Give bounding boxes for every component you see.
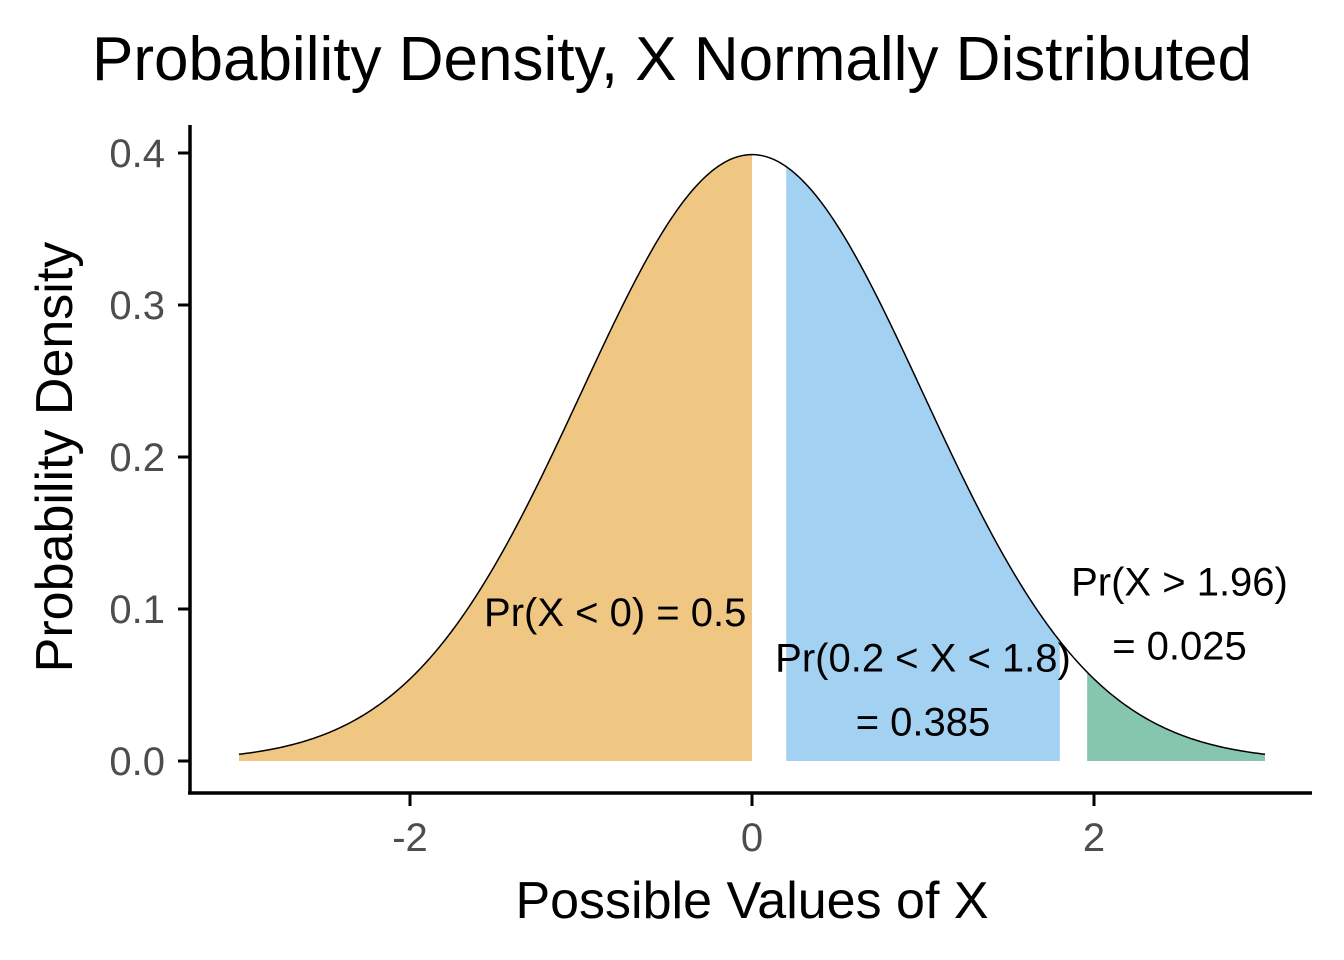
shaded-region-2: [786, 166, 1060, 761]
density-curve: [238, 153, 1266, 756]
x-tick-label: 0: [741, 816, 763, 860]
annotation-3-line-2: = 0.025: [1112, 624, 1247, 668]
y-tick-label: 0.1: [109, 588, 165, 632]
x-axis-ticks: -2 0 2: [392, 793, 1105, 860]
annotation-3-line-1: Pr(X > 1.96): [1071, 561, 1288, 605]
shaded-regions: [239, 154, 1265, 762]
x-tick-label: 2: [1083, 816, 1105, 860]
y-axis-ticks: 0.0 0.1 0.2 0.3 0.4: [109, 132, 190, 784]
annotation-1-line-1: Pr(X < 0) = 0.5: [484, 591, 746, 635]
x-tick-label: -2: [392, 816, 428, 860]
y-tick-label: 0.3: [109, 284, 165, 328]
shaded-region-1: [239, 154, 752, 762]
annotation-2-line-1: Pr(0.2 < X < 1.8): [775, 637, 1071, 681]
y-tick-label: 0.4: [109, 132, 165, 176]
y-axis-label: Probability Density: [26, 242, 84, 673]
y-tick-label: 0.2: [109, 436, 165, 480]
shaded-region-3: [1087, 672, 1265, 761]
annotation-2-line-2: = 0.385: [856, 700, 991, 744]
chart-title: Probability Density, X Normally Distribu…: [92, 25, 1252, 94]
annotations: Pr(X < 0) = 0.5 Pr(0.2 < X < 1.8) = 0.385 P…: [484, 561, 1288, 745]
y-tick-label: 0.0: [109, 740, 165, 784]
x-axis-label: Possible Values of X: [515, 872, 988, 930]
